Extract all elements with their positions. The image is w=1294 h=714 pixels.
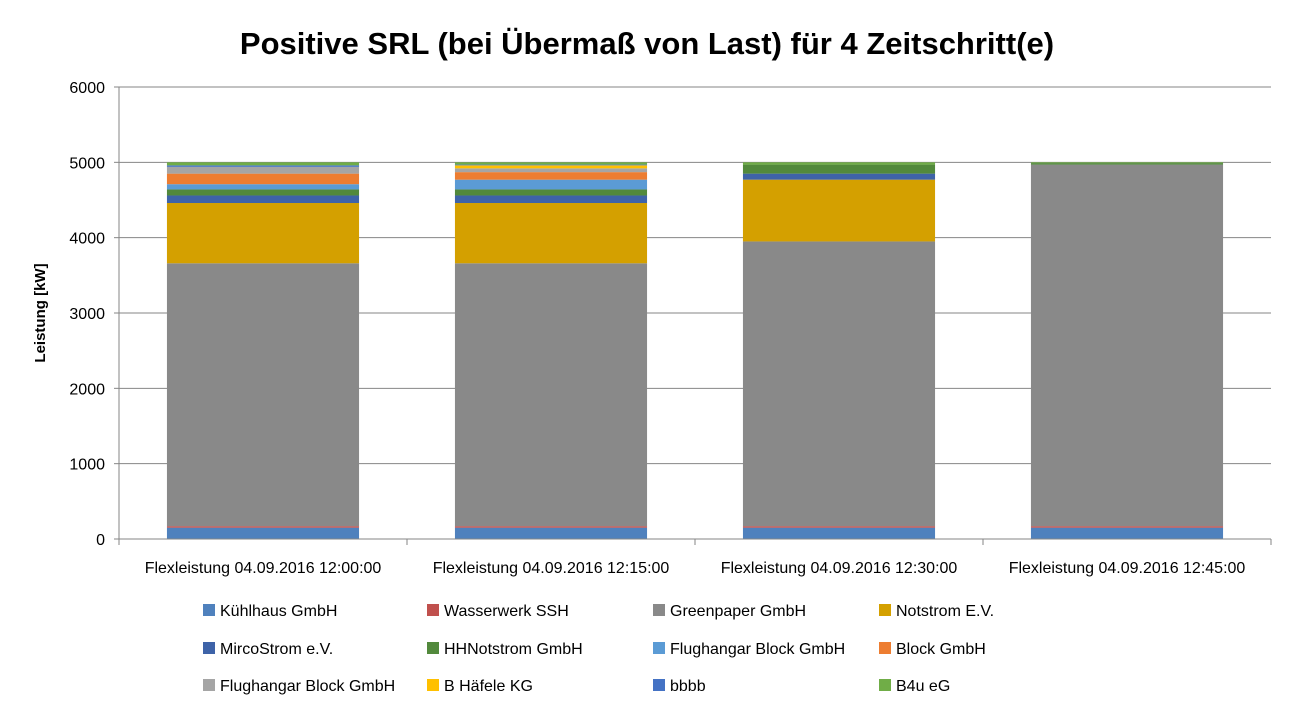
bar-segment [454, 179, 648, 190]
bar-segment [454, 162, 648, 165]
y-tick-label: 6000 [69, 80, 105, 97]
bar-segment [166, 195, 360, 204]
legend-swatch [203, 679, 215, 691]
legend-swatch [427, 679, 439, 691]
bar-segment [742, 526, 936, 528]
bar-segment [454, 526, 648, 528]
legend-label: MircoStrom e.V. [220, 641, 333, 658]
bar-segment [742, 162, 936, 165]
bar-segment [166, 263, 360, 527]
bar-segment [166, 173, 360, 185]
bar-segment [1030, 163, 1224, 165]
bar-segment [166, 189, 360, 196]
y-tick-label: 3000 [69, 306, 105, 323]
legend-item: Flughangar Block GmbH [203, 678, 395, 695]
legend-label: Flughangar Block GmbH [220, 678, 395, 695]
legend-swatch [427, 642, 439, 654]
bar-segment [454, 168, 648, 173]
legend-swatch [203, 642, 215, 654]
axes [114, 86, 1272, 545]
y-tick-label: 5000 [69, 155, 105, 172]
bar-segment [166, 184, 360, 190]
x-tick-label: Flexleistung 04.09.2016 12:45:00 [1009, 560, 1246, 577]
chart-title: Positive SRL (bei Übermaß von Last) für … [240, 26, 1054, 61]
bar-segment [166, 166, 360, 174]
legend-label: Block GmbH [896, 641, 986, 658]
x-tick-label: Flexleistung 04.09.2016 12:15:00 [433, 560, 670, 577]
legend-swatch [879, 642, 891, 654]
bar-segment [1030, 164, 1224, 527]
bar-segment [742, 164, 936, 174]
bar-segment [166, 203, 360, 264]
legend-item: bbbb [653, 678, 706, 695]
legend-swatch [653, 679, 665, 691]
bar-segment [166, 162, 360, 166]
legend-item: Block GmbH [879, 641, 986, 658]
bar-segment [742, 241, 936, 527]
x-tick-label: Flexleistung 04.09.2016 12:30:00 [721, 560, 958, 577]
legend-label: Kühlhaus GmbH [220, 603, 337, 620]
legend-swatch [653, 604, 665, 616]
bar-segment [1030, 527, 1224, 539]
bar-segment [454, 189, 648, 196]
y-tick-label: 1000 [69, 457, 105, 474]
legend-item: B4u eG [879, 678, 950, 695]
legend-item: Flughangar Block GmbH [653, 641, 845, 658]
legend-swatch [203, 604, 215, 616]
y-tick-label: 0 [96, 532, 105, 549]
bar-segment [454, 164, 648, 166]
legend-label: HHNotstrom GmbH [444, 641, 583, 658]
bar-segment [454, 203, 648, 264]
legend-label: B4u eG [896, 678, 950, 695]
y-axis-label: Leistung [kW] [32, 263, 49, 362]
legend-item: HHNotstrom GmbH [427, 641, 583, 658]
legend-swatch [427, 604, 439, 616]
bar-segment [454, 195, 648, 204]
legend-item: Greenpaper GmbH [653, 603, 806, 620]
legend-item: Notstrom E.V. [879, 603, 994, 620]
legend-swatch [879, 679, 891, 691]
bar-segment [454, 263, 648, 527]
legend-item: B Häfele KG [427, 678, 533, 695]
legend-label: Flughangar Block GmbH [670, 641, 845, 658]
bar-segment [1030, 162, 1224, 164]
bar-segment [1030, 526, 1224, 528]
x-tick-label: Flexleistung 04.09.2016 12:00:00 [145, 560, 382, 577]
tick-labels: 0 1000 2000 3000 4000 5000 6000 Flexleistung 04… [69, 80, 1245, 577]
legend-label: bbbb [670, 678, 706, 695]
legend-item: MircoStrom e.V. [203, 641, 333, 658]
bar-segment [742, 173, 936, 180]
legend-label: B Häfele KG [444, 678, 533, 695]
legend-item: Kühlhaus GmbH [203, 603, 337, 620]
legend-swatch [879, 604, 891, 616]
bar-segment [454, 172, 648, 180]
legend-label: Notstrom E.V. [896, 603, 994, 620]
bar-segment [454, 165, 648, 169]
bar-segment [166, 527, 360, 539]
bar-stacks [166, 162, 1224, 539]
bar-segment [742, 179, 936, 242]
y-tick-label: 2000 [69, 381, 105, 398]
legend: Kühlhaus GmbH Wasserwerk SSH Greenpaper Gm… [203, 603, 994, 695]
bar-segment [742, 527, 936, 539]
legend-label: Wasserwerk SSH [444, 603, 569, 620]
bar-segment [166, 526, 360, 528]
legend-label: Greenpaper GmbH [670, 603, 806, 620]
legend-item: Wasserwerk SSH [427, 603, 569, 620]
legend-swatch [653, 642, 665, 654]
y-tick-label: 4000 [69, 231, 105, 248]
bar-segment [454, 527, 648, 539]
bar-segment [166, 165, 360, 167]
